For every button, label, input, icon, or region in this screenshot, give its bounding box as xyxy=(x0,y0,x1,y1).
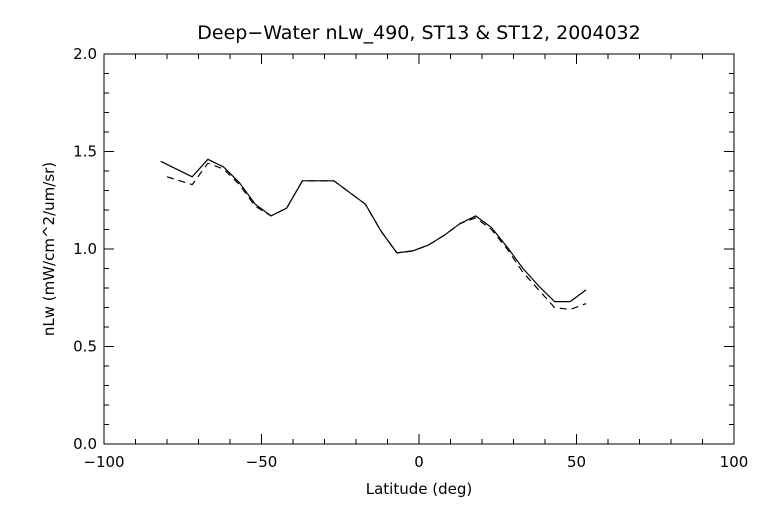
x-tick-label: 100 xyxy=(720,453,749,471)
axis-ticks xyxy=(103,53,735,445)
y-tick-label: 2.0 xyxy=(73,45,97,63)
x-tick-label: 0 xyxy=(414,453,424,471)
y-tick-label: 0.5 xyxy=(73,338,97,356)
chart-title: Deep−Water nLw_490, ST13 & ST12, 2004032 xyxy=(197,22,641,44)
y-tick-label: 1.5 xyxy=(73,143,97,161)
x-tick-label: −50 xyxy=(246,453,278,471)
series-line-solid xyxy=(160,158,587,303)
x-tick-label: −100 xyxy=(83,453,124,471)
x-axis-label: Latitude (deg) xyxy=(366,480,472,498)
tick-labels: −100 −50 0 50 100 0.0 0.5 1.0 1.5 2.0 xyxy=(73,45,748,471)
y-tick-label: 0.0 xyxy=(73,435,97,453)
series-line-dashed xyxy=(166,162,587,311)
x-tick-label: 50 xyxy=(567,453,586,471)
y-tick-label: 1.0 xyxy=(73,240,97,258)
data-series xyxy=(160,158,587,311)
y-axis-label: nLw (mW/cm^2/um/sr) xyxy=(40,162,58,336)
